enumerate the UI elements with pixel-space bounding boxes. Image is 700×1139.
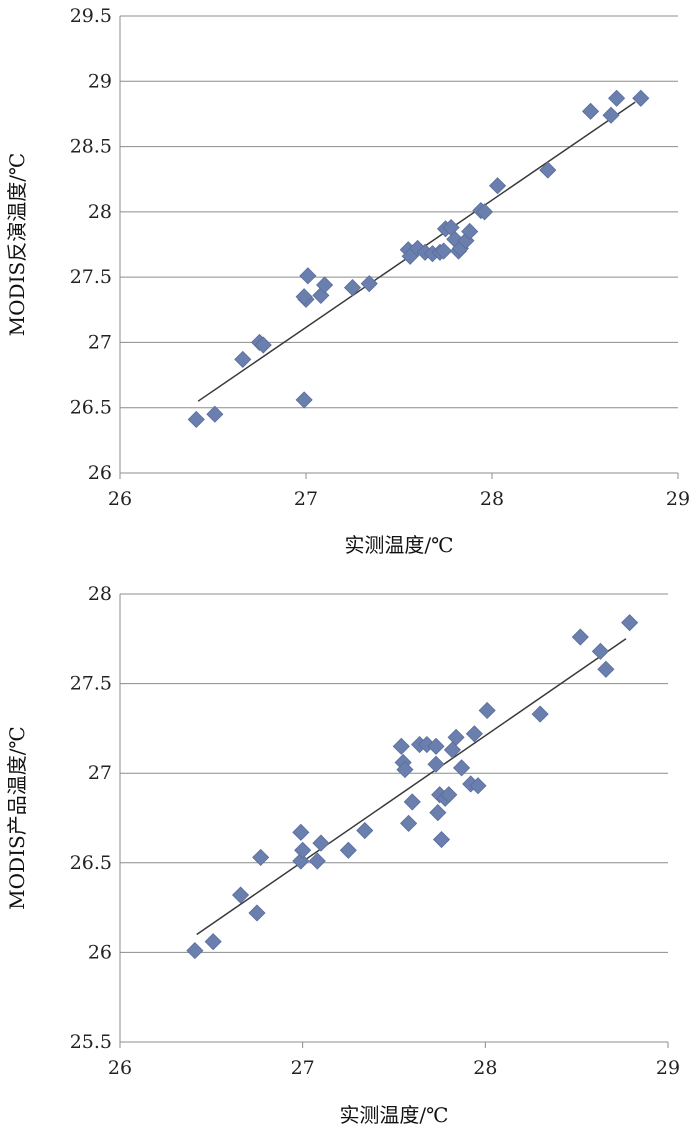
data-point	[231, 886, 250, 904]
y-tick-label: 25.5	[70, 1031, 112, 1053]
y-tick-label: 29	[88, 70, 112, 92]
chart-modis-retrieval: 26 26.5 27 27.5 28 28.5 29 29.5 26 27 28 29 实测温度/℃ MO…	[5, 5, 690, 557]
data-point	[339, 841, 357, 859]
data-point	[254, 336, 272, 354]
data-point	[621, 614, 639, 632]
data-point	[447, 728, 465, 746]
data-point	[186, 942, 204, 960]
data-point	[435, 242, 453, 260]
data-point	[252, 848, 270, 866]
y-tick-label: 27.5	[70, 266, 112, 288]
x-tick-label: 29	[656, 1057, 680, 1079]
chart-modis-product: 25.5 26 26.5 27 27.5 28 26 27 28 29 实测温度/℃ MODIS产品温…	[5, 583, 680, 1127]
data-point	[392, 737, 410, 755]
data-point	[571, 628, 589, 646]
data-point	[403, 793, 421, 811]
x-axis-title: 实测温度/℃	[339, 1103, 448, 1127]
y-tick-label: 28.5	[70, 136, 112, 158]
data-point	[429, 804, 447, 822]
y-axis-title: MODIS反演温度/℃	[5, 153, 29, 337]
x-axis-title: 实测温度/℃	[344, 533, 453, 557]
data-point	[308, 852, 326, 870]
y-tick-label: 29.5	[70, 5, 112, 27]
data-point	[312, 834, 330, 852]
x-tick-label: 27	[291, 1057, 315, 1079]
data-point	[295, 288, 313, 306]
y-tick-label: 27	[88, 762, 112, 784]
x-tick-label: 28	[480, 488, 504, 510]
data-point	[234, 350, 252, 368]
data-point	[539, 161, 557, 179]
data-point	[489, 177, 507, 195]
data-point	[475, 203, 494, 221]
data-point	[582, 102, 600, 120]
data-point	[461, 222, 479, 241]
y-tick-label: 28	[88, 583, 112, 605]
data-point	[432, 830, 451, 849]
data-point	[597, 660, 615, 678]
data-point	[465, 725, 483, 743]
data-point	[453, 759, 471, 777]
data-point	[206, 405, 224, 423]
data-point	[187, 410, 205, 429]
data-point	[292, 852, 310, 870]
data-point	[204, 933, 222, 951]
data-point	[427, 755, 445, 773]
y-tick-label: 26	[88, 941, 112, 963]
x-tick-label: 26	[108, 488, 132, 510]
data-point	[602, 106, 620, 124]
y-tick-label: 26	[88, 462, 112, 484]
x-tick-label: 28	[473, 1057, 497, 1079]
data-point	[360, 275, 378, 293]
data-point	[591, 642, 609, 660]
data-point	[440, 786, 458, 804]
x-tick-label: 29	[666, 488, 690, 510]
x-tick-label: 27	[294, 488, 318, 510]
y-tick-label: 26.5	[70, 852, 112, 874]
x-tick-label: 26	[108, 1057, 132, 1079]
y-tick-label: 26.5	[70, 397, 112, 419]
data-point	[292, 823, 310, 841]
data-point	[531, 705, 549, 723]
data-point	[356, 821, 374, 840]
data-point	[316, 276, 334, 294]
data-point	[608, 89, 626, 107]
data-point	[400, 814, 418, 832]
y-tick-label: 27.5	[70, 673, 112, 695]
data-point	[443, 741, 462, 759]
y-axis-title: MODIS产品温度/℃	[5, 726, 29, 910]
data-point	[343, 279, 362, 297]
data-point	[248, 904, 266, 922]
y-tick-label: 27	[88, 331, 112, 353]
data-point	[295, 391, 313, 409]
data-point	[396, 761, 414, 779]
data-point	[427, 737, 445, 755]
data-point	[469, 777, 487, 795]
data-point	[294, 841, 312, 859]
data-point	[478, 701, 496, 720]
y-tick-label: 28	[88, 201, 112, 223]
trendline	[196, 638, 627, 936]
data-point	[299, 267, 317, 285]
data-point	[632, 89, 650, 107]
